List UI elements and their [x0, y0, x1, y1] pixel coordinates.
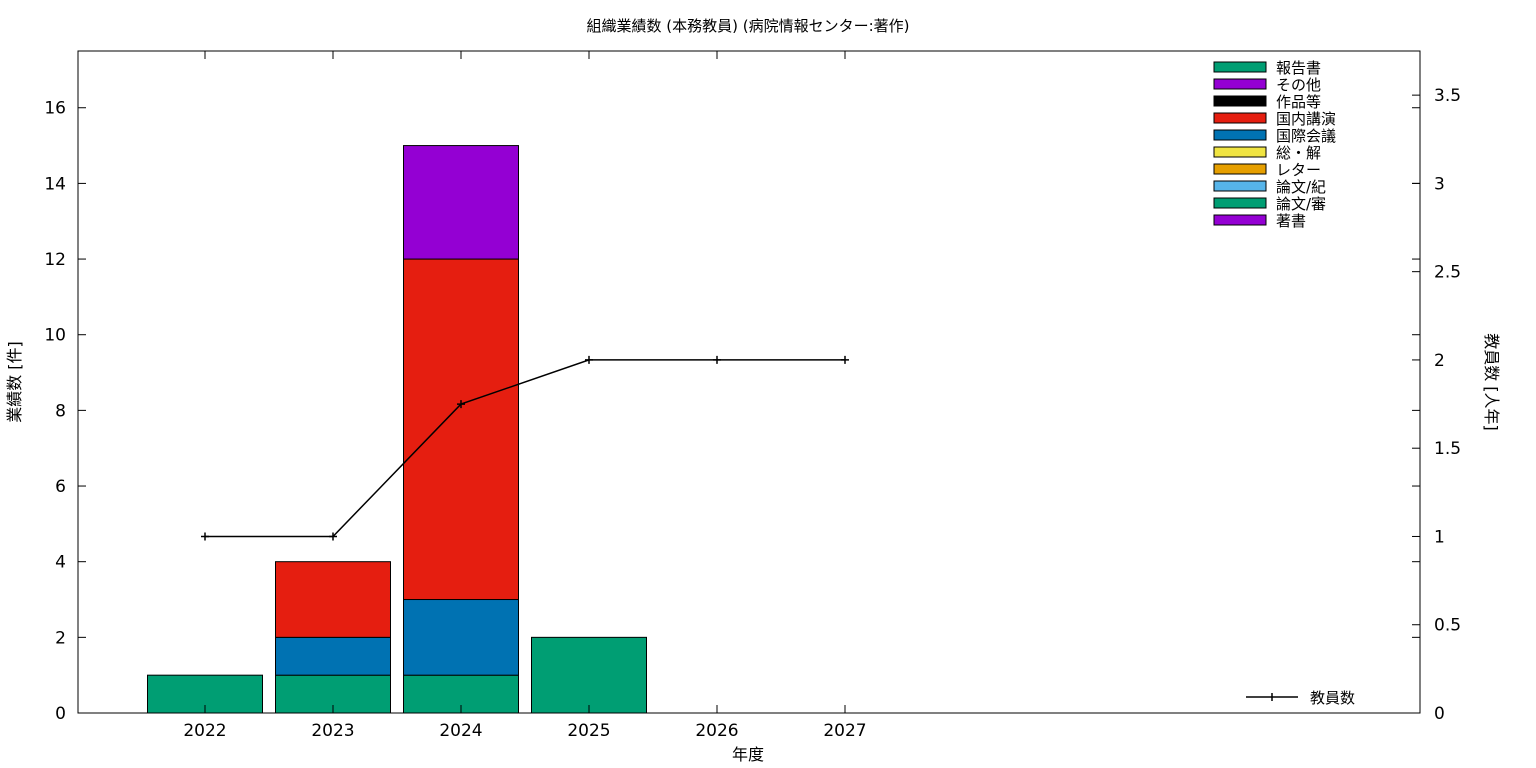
y2-tick-label: 0.5: [1434, 616, 1461, 636]
y2-tick-label: 2: [1434, 351, 1445, 371]
y2-tick-label: 1: [1434, 527, 1445, 547]
line-point: [713, 355, 721, 364]
y-axis-label: 業績数 [件]: [5, 341, 24, 423]
y-tick-label: 16: [44, 99, 66, 119]
legend-label: 論文/審: [1276, 195, 1326, 213]
y-tick-label: 8: [55, 401, 66, 421]
x-tick-label: 2023: [311, 721, 354, 741]
y-tick-label: 14: [44, 174, 66, 194]
bar-segment: [275, 636, 391, 676]
legend-label: 著書: [1276, 212, 1306, 230]
x-tick-label: 2027: [823, 721, 866, 741]
line-legend: 教員数: [1246, 689, 1355, 707]
bar-segment: [531, 636, 647, 714]
x-tick-label: 2025: [567, 721, 610, 741]
legend-label: 国際会議: [1276, 127, 1336, 145]
x-axis: 2022 2023 2024 2025 2026 2027: [183, 51, 867, 741]
x-tick-label: 2022: [183, 721, 226, 741]
legend-swatch: [1213, 78, 1267, 90]
line-group: [201, 355, 849, 541]
y-axis: 0 2 4 6 8 10 12 14 16: [44, 99, 1420, 724]
y2-tick-label: 3.5: [1434, 86, 1461, 106]
line-legend-label: 教員数: [1310, 689, 1355, 707]
y2-tick-label: 3: [1434, 174, 1445, 194]
y-tick-label: 12: [44, 250, 66, 270]
y-tick-label: 6: [55, 477, 66, 497]
y2-axis: 0 0.5 1 1.5 2 2.5 3 3.5: [1412, 86, 1461, 724]
legend-label: 報告書: [1276, 59, 1321, 77]
y2-tick-label: 0: [1434, 704, 1445, 724]
legend-label: レター: [1276, 161, 1321, 179]
legend-swatch: [1213, 95, 1267, 107]
chart-title: 組織業績数 (本務教員) (病院情報センター:著作): [586, 17, 909, 35]
legend-swatch: [1213, 163, 1267, 175]
legend-swatch: [1213, 112, 1267, 124]
y-tick-label: 10: [44, 326, 66, 346]
legend-swatch: [1213, 180, 1267, 192]
y2-tick-label: 1.5: [1434, 439, 1461, 459]
y2-tick-label: 2.5: [1434, 263, 1461, 283]
bar-segment: [403, 145, 519, 260]
x-tick-label: 2024: [439, 721, 482, 741]
legend-swatch: [1213, 129, 1267, 141]
bars-group: [147, 145, 647, 714]
x-tick-label: 2026: [695, 721, 738, 741]
legend-swatch: [1213, 61, 1267, 73]
plot-area: [77, 50, 1421, 714]
y-tick-label: 0: [55, 704, 66, 724]
legend-label: 国内講演: [1276, 110, 1336, 128]
y-tick-label: 2: [55, 628, 66, 648]
y-tick-label: 4: [55, 553, 66, 573]
legend-label: その他: [1276, 76, 1321, 94]
bar-segment: [403, 258, 519, 601]
line-point: [201, 532, 209, 541]
line-series: [205, 359, 845, 538]
line-point: [841, 355, 849, 364]
legend-label: 作品等: [1276, 93, 1321, 111]
legend-label: 論文/紀: [1276, 178, 1326, 196]
y2-axis-label: 教員数 [人年]: [1482, 333, 1501, 431]
x-axis-label: 年度: [732, 745, 764, 764]
bar-segment: [275, 561, 391, 638]
line-point: [585, 355, 593, 364]
line-point: [329, 532, 337, 541]
legend-swatch: [1213, 146, 1267, 158]
legend-swatch: [1213, 214, 1267, 226]
legend-label: 総・解: [1276, 144, 1321, 162]
line-point: [457, 400, 465, 409]
legend-swatch: [1213, 197, 1267, 209]
bar-segment: [403, 599, 519, 676]
